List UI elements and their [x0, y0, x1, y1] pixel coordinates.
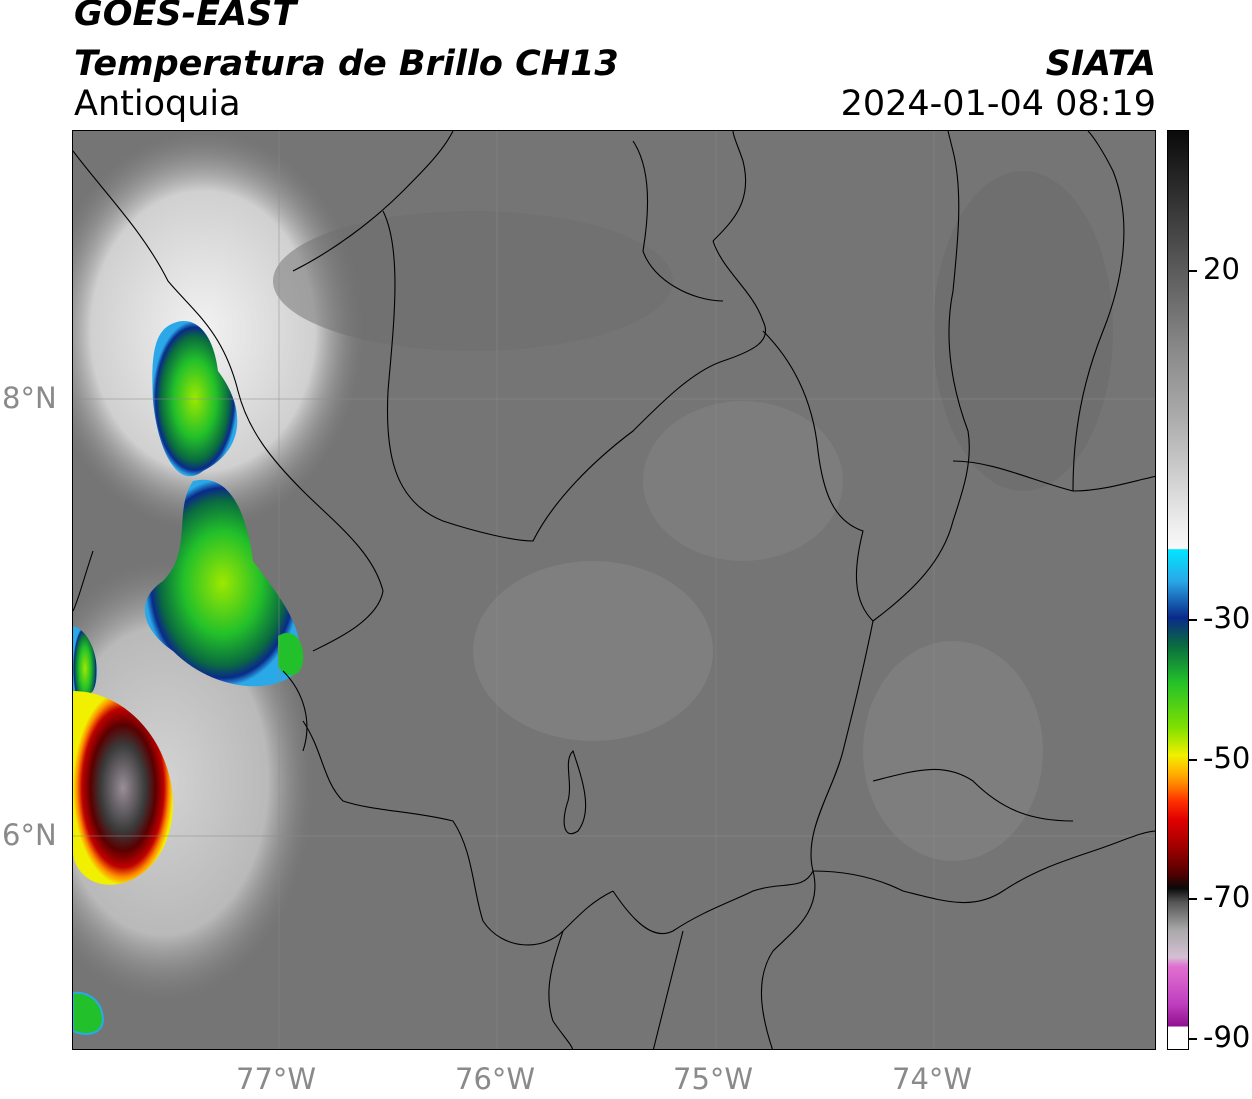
lon-tick-label: 76°W	[455, 1062, 536, 1096]
colorbar-tick-label: -70	[1203, 880, 1251, 914]
map-panel[interactable]	[72, 130, 1156, 1050]
convective-cloud-south	[73, 991, 105, 1035]
brighter-area	[643, 401, 843, 561]
convective-cloud-small	[278, 632, 304, 676]
convective-cloud-north	[152, 321, 238, 477]
product-title: Temperatura de Brillo CH13	[74, 44, 619, 84]
colorbar-tick	[1189, 619, 1197, 621]
cloud-halo	[73, 131, 363, 531]
satellite-imagery	[73, 131, 1155, 1049]
colorbar-tick	[1189, 1038, 1197, 1040]
colorbar-tick-label: -30	[1203, 601, 1251, 635]
boundaries	[73, 131, 1155, 1049]
lat-tick-label: 8°N	[2, 381, 57, 415]
brighter-area	[863, 641, 1043, 861]
colorbar-tick	[1189, 898, 1197, 900]
colorbar	[1167, 130, 1189, 1050]
colorbar-tick	[1189, 270, 1197, 272]
datetime-label: 2024-01-04 08:19	[840, 84, 1156, 124]
deep-convection-core	[73, 691, 173, 885]
satellite-title: GOES-EAST	[74, 0, 297, 34]
organization-label: SIATA	[1045, 44, 1156, 84]
colorbar-tick-label: 20	[1203, 252, 1240, 286]
lon-tick-label: 77°W	[236, 1062, 317, 1096]
region-label: Antioquia	[74, 84, 241, 124]
colorbar-tick-label: -90	[1203, 1020, 1251, 1054]
lat-tick-label: 6°N	[2, 818, 57, 852]
graticule	[73, 131, 1155, 1049]
colorbar-tick	[1189, 759, 1197, 761]
lon-tick-label: 75°W	[673, 1062, 754, 1096]
lon-tick-label: 74°W	[892, 1062, 973, 1096]
convective-cloud-central	[144, 479, 301, 687]
colorbar-tick-label: -50	[1203, 741, 1251, 775]
darker-area	[273, 211, 673, 351]
convective-cloud-edge	[73, 626, 97, 711]
darker-area	[933, 171, 1113, 491]
brighter-area	[473, 561, 713, 741]
